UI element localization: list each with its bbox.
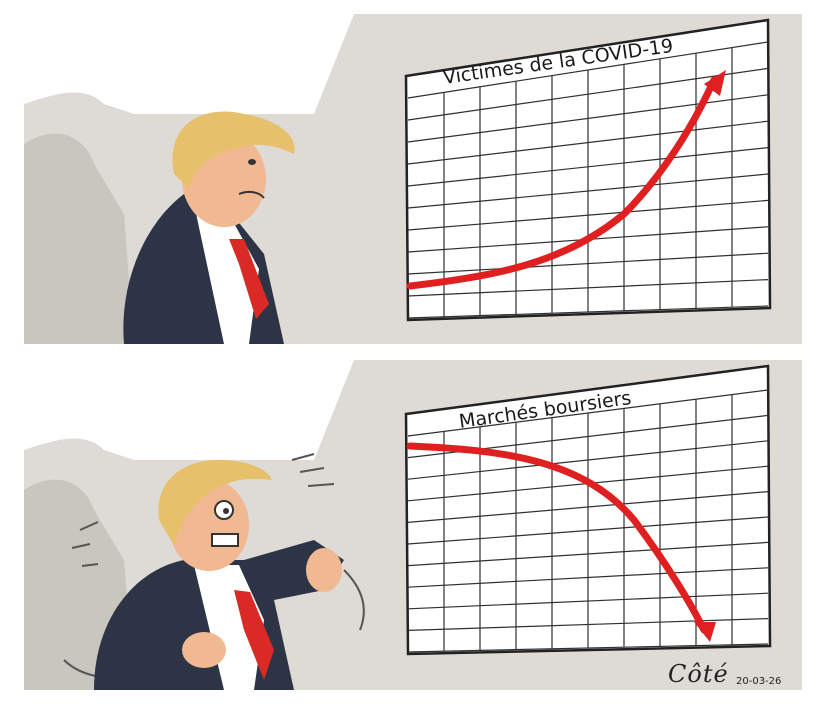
grid-line — [407, 643, 769, 653]
grid-line — [407, 252, 769, 275]
grid-line — [407, 173, 769, 209]
hand — [306, 548, 342, 592]
grid-line — [407, 541, 769, 567]
tie — [229, 239, 269, 319]
grid-line — [407, 567, 769, 588]
grid-line — [407, 592, 769, 610]
artist-signature: Côté — [668, 660, 729, 688]
falling-curve — [406, 442, 708, 634]
grid-line — [407, 279, 769, 297]
grid-line — [407, 389, 769, 437]
grid-line — [407, 94, 769, 143]
grid-line — [407, 120, 769, 165]
top-panel-art: Victimes de la COVID-19 — [24, 14, 802, 344]
arrow-head-down — [694, 622, 716, 642]
gritted-teeth — [211, 533, 239, 547]
top-panel: Victimes de la COVID-19 — [24, 14, 802, 344]
grid-line — [407, 41, 769, 99]
trump-figure-calm — [123, 111, 295, 344]
grid-line — [407, 147, 769, 187]
tie — [234, 590, 274, 680]
grid-line — [407, 491, 769, 523]
chart-grid — [407, 389, 769, 653]
hand — [182, 632, 226, 668]
signature-date: 20-03-26 — [736, 676, 782, 687]
bottom-panel: Marchés boursiers — [24, 360, 802, 690]
grid-line — [407, 618, 769, 631]
grid-line — [407, 199, 769, 231]
grid-line — [407, 305, 769, 319]
hair — [172, 111, 295, 189]
wall-shadow — [24, 133, 134, 344]
chart-grid — [407, 41, 769, 319]
grid-line — [407, 67, 769, 121]
grid-line — [407, 440, 769, 480]
arrow-head-up — [704, 70, 726, 96]
grid-line — [407, 516, 769, 545]
trump-figure-panicked — [94, 459, 344, 690]
bottom-panel-art: Marchés boursiers — [24, 360, 802, 690]
rising-curve — [406, 76, 718, 290]
hair — [158, 459, 272, 545]
